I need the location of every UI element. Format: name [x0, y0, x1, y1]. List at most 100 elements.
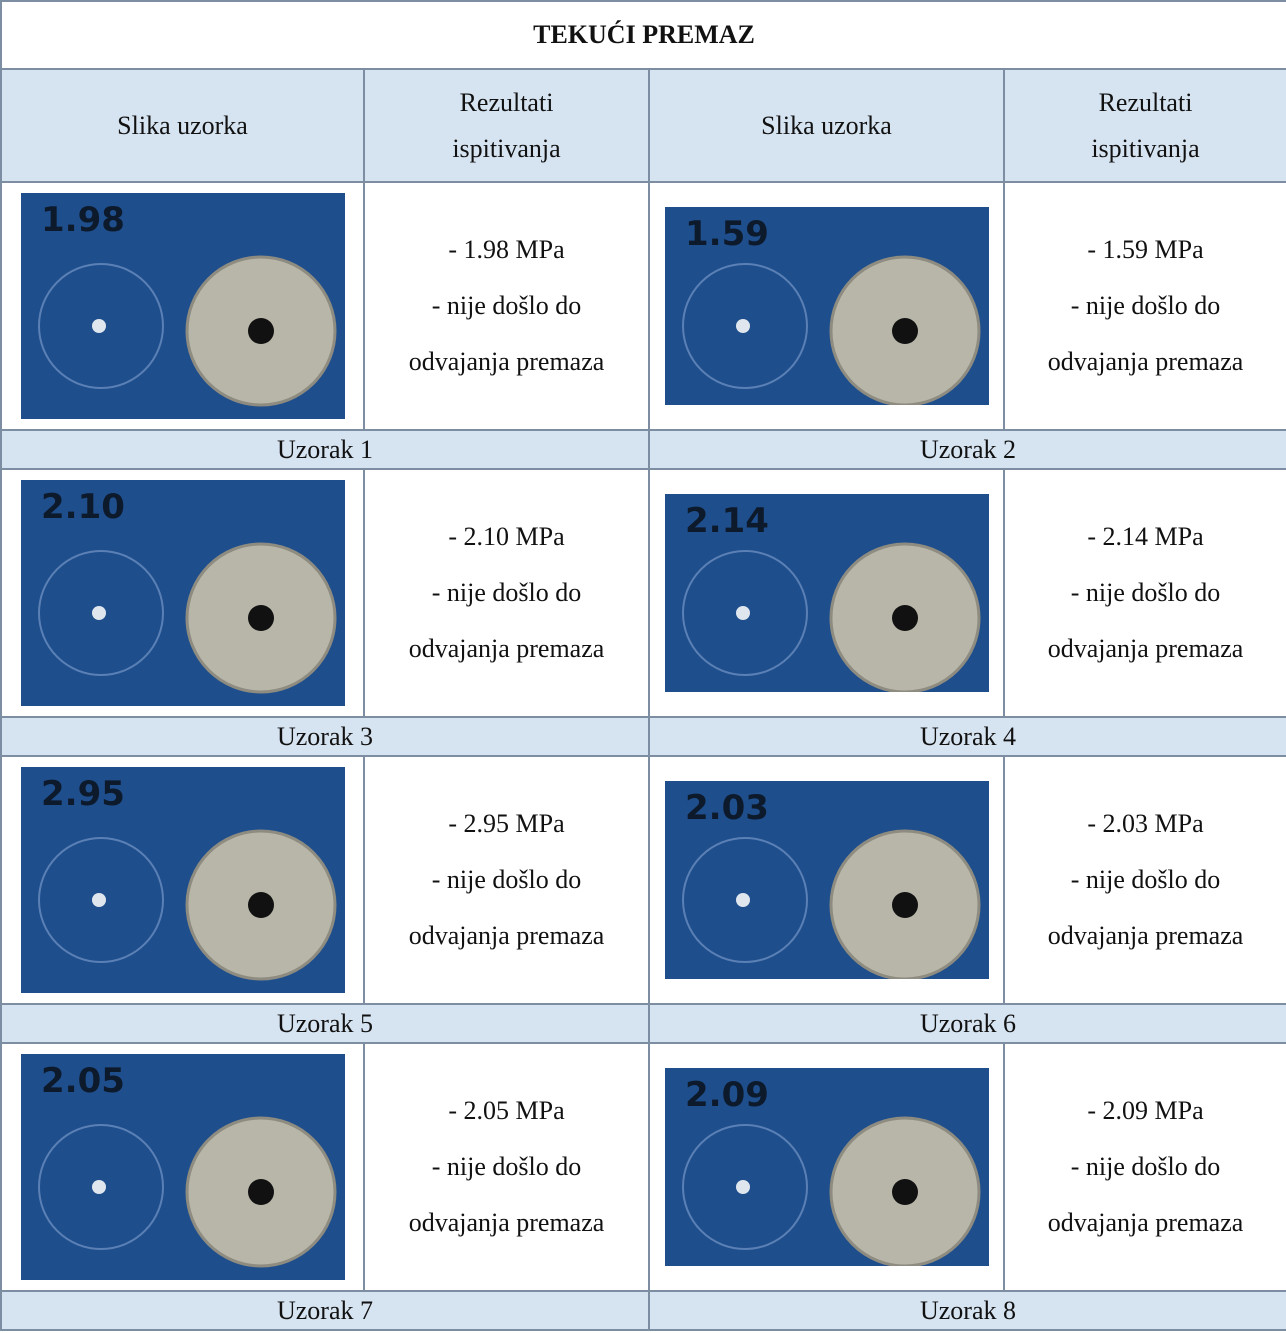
result-line: - nije došlo do [431, 291, 582, 320]
sample-row: 2.05 - 2.05 MPa - nije došlo do odvajanja p… [0, 1042, 1286, 1292]
sample-label: Uzorak 7 [0, 1290, 650, 1331]
result-line: odvajanja premaza [1047, 634, 1244, 663]
photo-cell: 2.14 [648, 468, 1005, 718]
result-cell: - 2.95 MPa - nije došlo do odvajanja prema… [363, 755, 650, 1005]
result-line: - 2.95 MPa [448, 809, 565, 838]
photo-label: 2.10 [41, 487, 125, 527]
result-line: - nije došlo do [1070, 865, 1221, 894]
photo-label: 1.59 [685, 214, 769, 254]
result-cell: - 2.14 MPa - nije došlo do odvajanja prema… [1003, 468, 1286, 718]
result-line: odvajanja premaza [1047, 921, 1244, 950]
dolly-hole [247, 1179, 274, 1205]
photo-label: 2.14 [685, 501, 769, 541]
test-spot [735, 606, 750, 620]
sample-row: 2.95 - 2.95 MPa - nije došlo do odvajanja p… [0, 755, 1286, 1005]
result-line: - nije došlo do [431, 578, 582, 607]
photo-cell: 2.05 [0, 1042, 365, 1292]
result-line: odvajanja premaza [1047, 1208, 1244, 1237]
photo-cell: 1.59 [648, 181, 1005, 431]
result-cell: - 2.03 MPa - nije došlo do odvajanja prema… [1003, 755, 1286, 1005]
result-line: - nije došlo do [1070, 291, 1221, 320]
sample-photo: 1.59 [664, 207, 989, 405]
sample-label: Uzorak 3 [0, 716, 650, 757]
result-line: odvajanja premaza [1047, 347, 1244, 376]
sample-label: Uzorak 4 [648, 716, 1286, 757]
photo-cell: 2.10 [0, 468, 365, 718]
test-spot [91, 893, 106, 907]
sample-row: 2.10 - 2.10 MPa - nije došlo do odvajanja p… [0, 468, 1286, 718]
label-row: Uzorak 7 Uzorak 8 [0, 1290, 1286, 1331]
sample-label: Uzorak 8 [648, 1290, 1286, 1331]
result-line: odvajanja premaza [408, 1208, 605, 1237]
test-spot [91, 1180, 106, 1194]
result-line: - 2.05 MPa [448, 1096, 565, 1125]
coating-ring [37, 263, 164, 389]
column-header: Rezultati ispitivanja [1003, 68, 1286, 183]
result-line: - 2.09 MPa [1087, 1096, 1204, 1125]
result-line: - 2.14 MPa [1087, 522, 1204, 551]
result-line: - 2.10 MPa [448, 522, 565, 551]
photo-label: 2.05 [41, 1061, 125, 1101]
result-cell: - 2.10 MPa - nije došlo do odvajanja prema… [363, 468, 650, 718]
column-header: Rezultati ispitivanja [363, 68, 650, 183]
result-cell: - 2.09 MPa - nije došlo do odvajanja prema… [1003, 1042, 1286, 1292]
photo-label: 2.09 [685, 1075, 769, 1115]
sample-photo: 2.14 [664, 494, 989, 692]
result-cell: - 2.05 MPa - nije došlo do odvajanja prema… [363, 1042, 650, 1292]
result-line: odvajanja premaza [408, 634, 605, 663]
photo-cell: 2.95 [0, 755, 365, 1005]
photo-cell: 2.03 [648, 755, 1005, 1005]
dolly-hole [891, 605, 918, 631]
coating-ring [37, 837, 164, 963]
result-line: - 1.98 MPa [448, 235, 565, 264]
coating-ring [681, 263, 808, 389]
sample-photo: 2.09 [664, 1068, 989, 1266]
result-line: - nije došlo do [431, 865, 582, 894]
label-row: Uzorak 3 Uzorak 4 [0, 716, 1286, 757]
result-line: odvajanja premaza [408, 921, 605, 950]
dolly-hole [247, 605, 274, 631]
sample-photo: 2.05 [20, 1054, 345, 1280]
result-cell: - 1.59 MPa - nije došlo do odvajanja prema… [1003, 181, 1286, 431]
test-spot [735, 893, 750, 907]
sample-label: Uzorak 6 [648, 1003, 1286, 1044]
sample-row: 1.98 - 1.98 MPa - nije došlo do odvajanja p… [0, 181, 1286, 431]
coating-ring [681, 550, 808, 676]
column-header: Slika uzorka [0, 68, 365, 183]
photo-cell: 1.98 [0, 181, 365, 431]
test-spot [91, 606, 106, 620]
sample-photo: 2.03 [664, 781, 989, 979]
coating-ring [681, 837, 808, 963]
coating-ring [681, 1124, 808, 1250]
result-line: - nije došlo do [1070, 1152, 1221, 1181]
dolly-hole [891, 318, 918, 344]
result-line: - 1.59 MPa [1087, 235, 1204, 264]
dolly-hole [247, 318, 274, 344]
result-line: odvajanja premaza [408, 347, 605, 376]
test-spot [735, 319, 750, 333]
dolly-hole [891, 1179, 918, 1205]
label-row: Uzorak 1 Uzorak 2 [0, 429, 1286, 470]
sample-photo: 2.10 [20, 480, 345, 706]
coating-ring [37, 1124, 164, 1250]
sample-photo: 1.98 [20, 193, 345, 419]
result-line: - 2.03 MPa [1087, 809, 1204, 838]
table-title: TEKUĆI PREMAZ [0, 0, 1286, 70]
sample-label: Uzorak 2 [648, 429, 1286, 470]
dolly-hole [247, 892, 274, 918]
sample-label: Uzorak 5 [0, 1003, 650, 1044]
photo-label: 1.98 [41, 200, 125, 240]
photo-label: 2.95 [41, 774, 125, 814]
photo-cell: 2.09 [648, 1042, 1005, 1292]
test-spot [91, 319, 106, 333]
dolly-hole [891, 892, 918, 918]
result-line: - nije došlo do [431, 1152, 582, 1181]
column-header: Slika uzorka [648, 68, 1005, 183]
result-cell: - 1.98 MPa - nije došlo do odvajanja prema… [363, 181, 650, 431]
test-spot [735, 1180, 750, 1194]
photo-label: 2.03 [685, 788, 769, 828]
coating-ring [37, 550, 164, 676]
label-row: Uzorak 5 Uzorak 6 [0, 1003, 1286, 1044]
